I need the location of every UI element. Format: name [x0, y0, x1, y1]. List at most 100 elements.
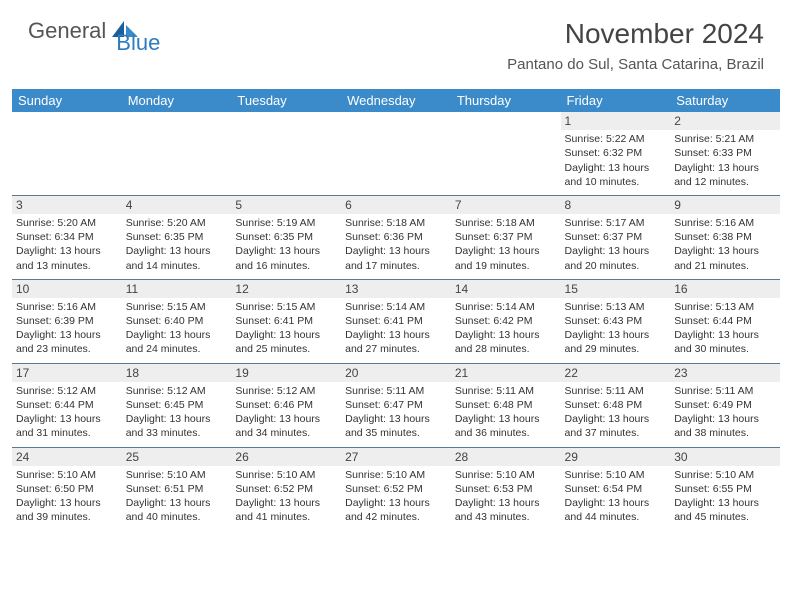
daylight-text: Daylight: 13 hours and 35 minutes.	[345, 412, 447, 440]
sunset-text: Sunset: 6:43 PM	[565, 314, 667, 328]
sunset-text: Sunset: 6:35 PM	[235, 230, 337, 244]
daylight-text: Daylight: 13 hours and 21 minutes.	[674, 244, 776, 272]
day-number: 11	[122, 280, 232, 298]
calendar-week-row: 10Sunrise: 5:16 AMSunset: 6:39 PMDayligh…	[12, 279, 780, 363]
sunrise-text: Sunrise: 5:21 AM	[674, 132, 776, 146]
sunset-text: Sunset: 6:52 PM	[345, 482, 447, 496]
day-number: 13	[341, 280, 451, 298]
sunrise-text: Sunrise: 5:13 AM	[565, 300, 667, 314]
sunset-text: Sunset: 6:47 PM	[345, 398, 447, 412]
calendar-day-cell: 27Sunrise: 5:10 AMSunset: 6:52 PMDayligh…	[341, 447, 451, 530]
daylight-text: Daylight: 13 hours and 16 minutes.	[235, 244, 337, 272]
calendar-day-cell: 21Sunrise: 5:11 AMSunset: 6:48 PMDayligh…	[451, 363, 561, 447]
sunset-text: Sunset: 6:41 PM	[345, 314, 447, 328]
calendar-day-cell: 18Sunrise: 5:12 AMSunset: 6:45 PMDayligh…	[122, 363, 232, 447]
sunrise-text: Sunrise: 5:10 AM	[345, 468, 447, 482]
sunset-text: Sunset: 6:49 PM	[674, 398, 776, 412]
day-header: Monday	[122, 89, 232, 112]
day-number: 26	[231, 448, 341, 466]
sunrise-text: Sunrise: 5:13 AM	[674, 300, 776, 314]
sunset-text: Sunset: 6:46 PM	[235, 398, 337, 412]
daylight-text: Daylight: 13 hours and 43 minutes.	[455, 496, 557, 524]
daylight-text: Daylight: 13 hours and 27 minutes.	[345, 328, 447, 356]
calendar-day-cell: 2Sunrise: 5:21 AMSunset: 6:33 PMDaylight…	[670, 112, 780, 195]
day-number: 14	[451, 280, 561, 298]
brand-blue: Blue	[116, 30, 160, 56]
daylight-text: Daylight: 13 hours and 45 minutes.	[674, 496, 776, 524]
sunset-text: Sunset: 6:38 PM	[674, 230, 776, 244]
page-header: General Blue November 2024 Pantano do Su…	[0, 0, 792, 81]
calendar-day-cell: 24Sunrise: 5:10 AMSunset: 6:50 PMDayligh…	[12, 447, 122, 530]
sunrise-text: Sunrise: 5:10 AM	[235, 468, 337, 482]
sunset-text: Sunset: 6:55 PM	[674, 482, 776, 496]
calendar-day-cell: 25Sunrise: 5:10 AMSunset: 6:51 PMDayligh…	[122, 447, 232, 530]
day-number: 29	[561, 448, 671, 466]
day-header-row: Sunday Monday Tuesday Wednesday Thursday…	[12, 89, 780, 112]
day-number: 6	[341, 196, 451, 214]
calendar-day-cell	[12, 112, 122, 195]
day-number: 7	[451, 196, 561, 214]
sunset-text: Sunset: 6:52 PM	[235, 482, 337, 496]
calendar-day-cell: 29Sunrise: 5:10 AMSunset: 6:54 PMDayligh…	[561, 447, 671, 530]
sunset-text: Sunset: 6:41 PM	[235, 314, 337, 328]
brand-logo: General Blue	[28, 18, 184, 44]
day-header: Thursday	[451, 89, 561, 112]
daylight-text: Daylight: 13 hours and 10 minutes.	[565, 161, 667, 189]
sunrise-text: Sunrise: 5:12 AM	[126, 384, 228, 398]
sunrise-text: Sunrise: 5:14 AM	[455, 300, 557, 314]
calendar-day-cell: 3Sunrise: 5:20 AMSunset: 6:34 PMDaylight…	[12, 195, 122, 279]
sunrise-text: Sunrise: 5:10 AM	[674, 468, 776, 482]
daylight-text: Daylight: 13 hours and 37 minutes.	[565, 412, 667, 440]
day-number: 1	[561, 112, 671, 130]
sunset-text: Sunset: 6:32 PM	[565, 146, 667, 160]
sunset-text: Sunset: 6:44 PM	[16, 398, 118, 412]
calendar-week-row: 1 Sunrise: 5:22 AMSunset: 6:32 PMDaylight…	[12, 112, 780, 195]
daylight-text: Daylight: 13 hours and 17 minutes.	[345, 244, 447, 272]
calendar-day-cell: 23Sunrise: 5:11 AMSunset: 6:49 PMDayligh…	[670, 363, 780, 447]
day-header: Saturday	[670, 89, 780, 112]
sunrise-text: Sunrise: 5:12 AM	[235, 384, 337, 398]
daylight-text: Daylight: 13 hours and 40 minutes.	[126, 496, 228, 524]
location-subtitle: Pantano do Sul, Santa Catarina, Brazil	[507, 56, 764, 73]
sunset-text: Sunset: 6:42 PM	[455, 314, 557, 328]
calendar-day-cell: 10Sunrise: 5:16 AMSunset: 6:39 PMDayligh…	[12, 279, 122, 363]
calendar-day-cell: 1 Sunrise: 5:22 AMSunset: 6:32 PMDaylight…	[561, 112, 671, 195]
sunrise-text: Sunrise: 5:16 AM	[674, 216, 776, 230]
calendar-table: Sunday Monday Tuesday Wednesday Thursday…	[12, 89, 780, 530]
daylight-text: Daylight: 13 hours and 25 minutes.	[235, 328, 337, 356]
calendar-day-cell: 19Sunrise: 5:12 AMSunset: 6:46 PMDayligh…	[231, 363, 341, 447]
sunrise-text: Sunrise: 5:22 AM	[565, 132, 667, 146]
sunset-text: Sunset: 6:34 PM	[16, 230, 118, 244]
sunrise-text: Sunrise: 5:12 AM	[16, 384, 118, 398]
daylight-text: Daylight: 13 hours and 29 minutes.	[565, 328, 667, 356]
calendar-day-cell: 30Sunrise: 5:10 AMSunset: 6:55 PMDayligh…	[670, 447, 780, 530]
day-number: 25	[122, 448, 232, 466]
daylight-text: Daylight: 13 hours and 36 minutes.	[455, 412, 557, 440]
calendar-day-cell: 12Sunrise: 5:15 AMSunset: 6:41 PMDayligh…	[231, 279, 341, 363]
daylight-text: Daylight: 13 hours and 31 minutes.	[16, 412, 118, 440]
daylight-text: Daylight: 13 hours and 19 minutes.	[455, 244, 557, 272]
day-number: 15	[561, 280, 671, 298]
sunrise-text: Sunrise: 5:14 AM	[345, 300, 447, 314]
calendar-day-cell: 6Sunrise: 5:18 AMSunset: 6:36 PMDaylight…	[341, 195, 451, 279]
sunset-text: Sunset: 6:40 PM	[126, 314, 228, 328]
daylight-text: Daylight: 13 hours and 33 minutes.	[126, 412, 228, 440]
daylight-text: Daylight: 13 hours and 28 minutes.	[455, 328, 557, 356]
sunset-text: Sunset: 6:48 PM	[565, 398, 667, 412]
daylight-text: Daylight: 13 hours and 13 minutes.	[16, 244, 118, 272]
sunrise-text: Sunrise: 5:10 AM	[455, 468, 557, 482]
day-header: Sunday	[12, 89, 122, 112]
calendar-day-cell: 20Sunrise: 5:11 AMSunset: 6:47 PMDayligh…	[341, 363, 451, 447]
calendar-day-cell: 17Sunrise: 5:12 AMSunset: 6:44 PMDayligh…	[12, 363, 122, 447]
calendar-day-cell: 7Sunrise: 5:18 AMSunset: 6:37 PMDaylight…	[451, 195, 561, 279]
day-number: 10	[12, 280, 122, 298]
sunrise-text: Sunrise: 5:17 AM	[565, 216, 667, 230]
day-number: 5	[231, 196, 341, 214]
day-number: 9	[670, 196, 780, 214]
calendar-day-cell: 14 Sunrise: 5:14 AMSunset: 6:42 PMDayligh…	[451, 279, 561, 363]
sunrise-text: Sunrise: 5:11 AM	[674, 384, 776, 398]
calendar-day-cell: 4Sunrise: 5:20 AMSunset: 6:35 PMDaylight…	[122, 195, 232, 279]
day-number: 4	[122, 196, 232, 214]
day-number: 12	[231, 280, 341, 298]
calendar-day-cell	[451, 112, 561, 195]
